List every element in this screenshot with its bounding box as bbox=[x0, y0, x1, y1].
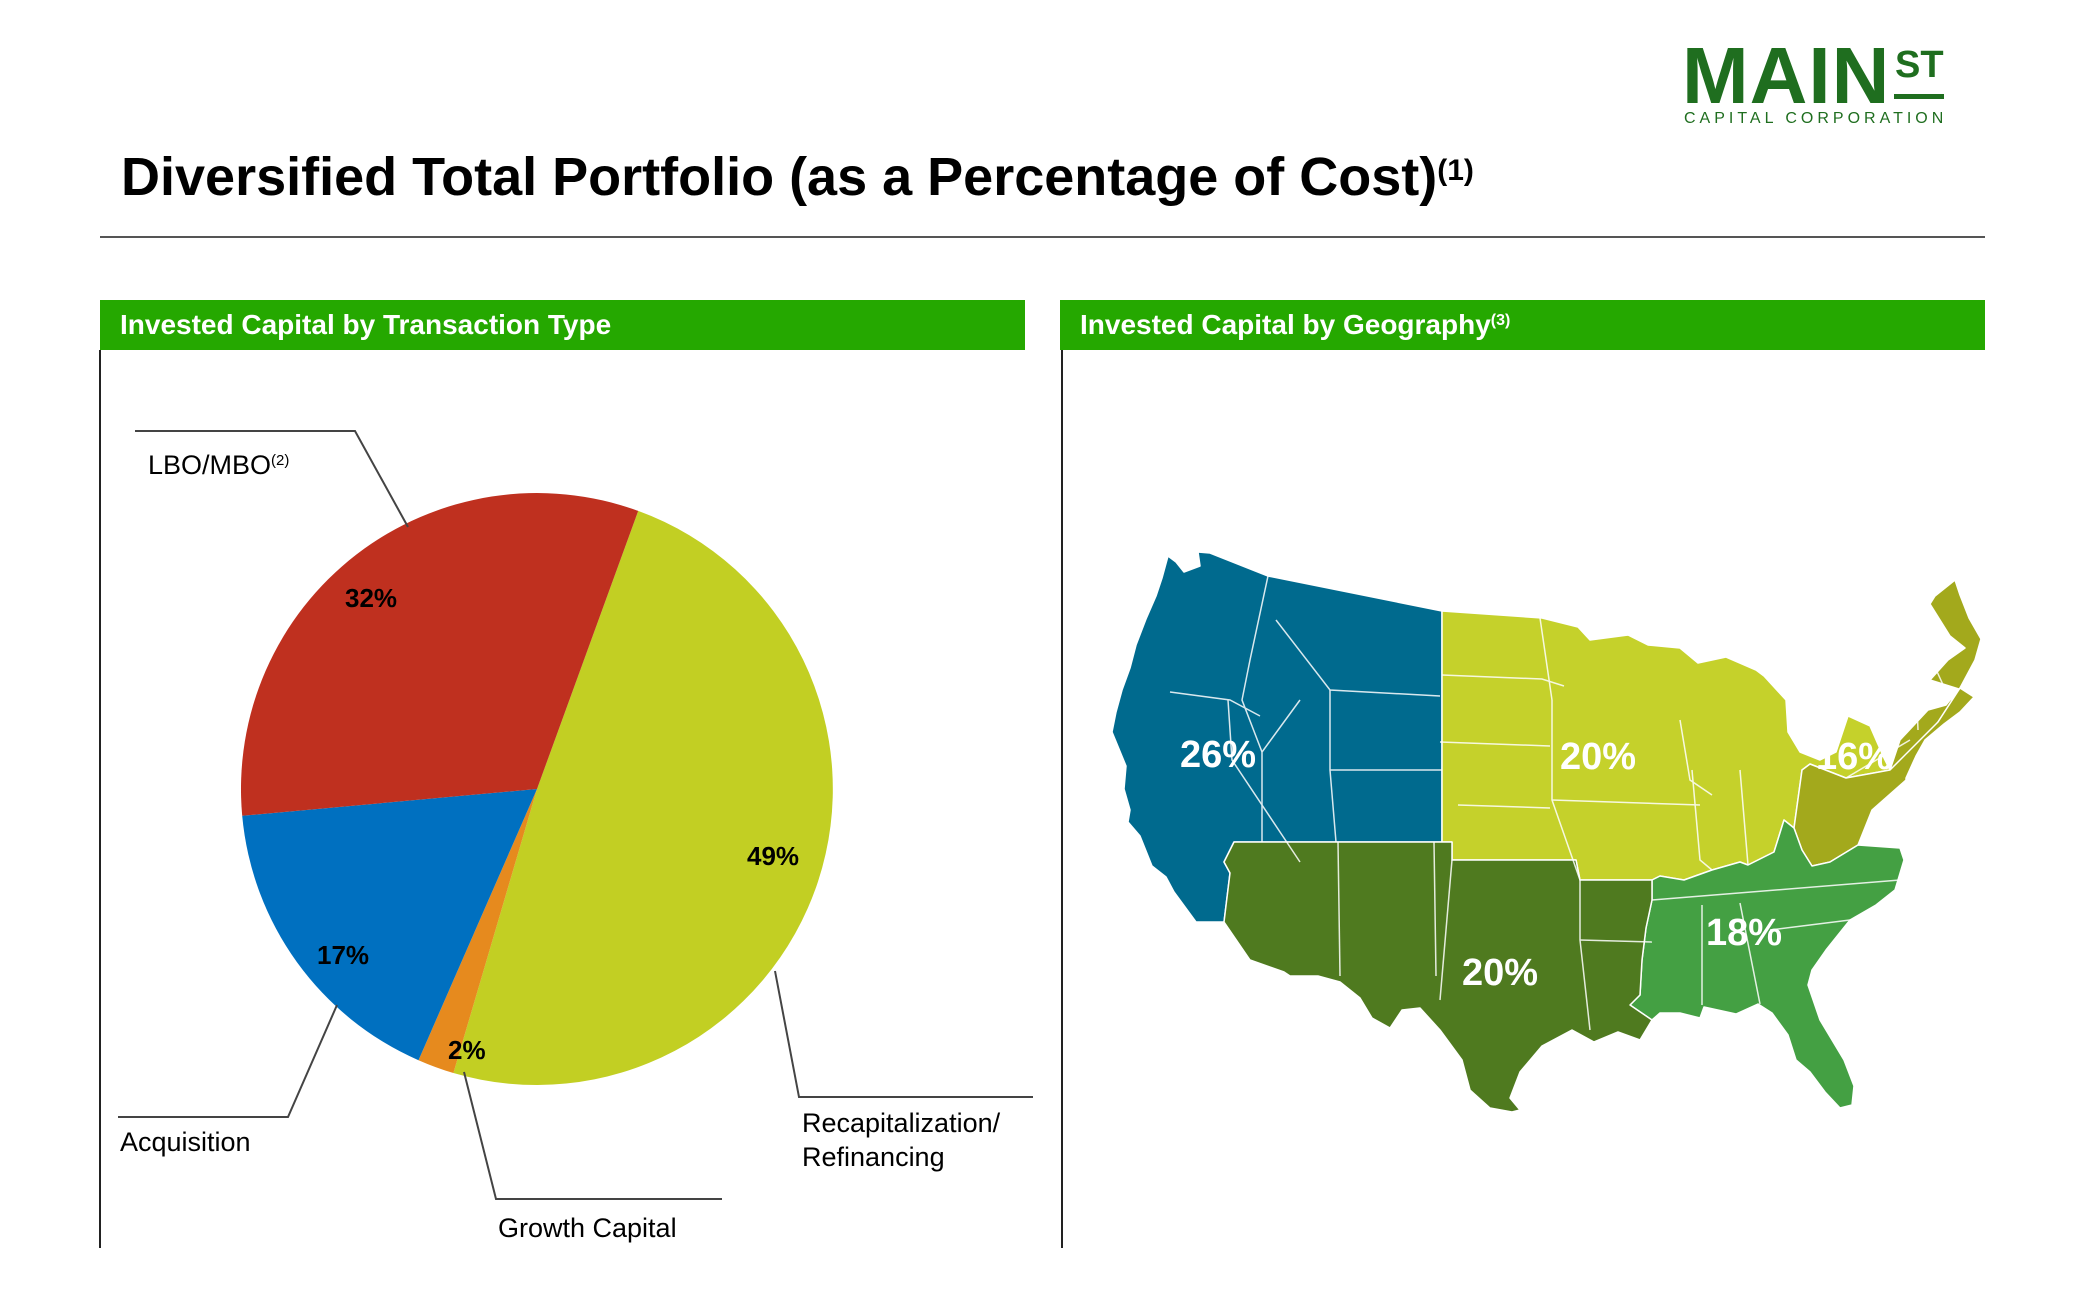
map-region-west bbox=[1111, 551, 1443, 923]
left-panel-border bbox=[99, 350, 101, 1248]
pie-slice-lbo-mbo bbox=[240, 493, 639, 816]
logo-main-text: MAIN bbox=[1682, 31, 1891, 120]
transaction-type-header-text: Invested Capital by Transaction Type bbox=[120, 309, 612, 340]
map-label-midwest: 20% bbox=[1560, 736, 1637, 778]
pie-slice-growth-capital bbox=[418, 789, 537, 1073]
title-divider bbox=[100, 236, 1985, 238]
map-region-northeast-lower bbox=[1793, 687, 1975, 867]
pie-slice-recapitalization-refinancing bbox=[453, 510, 833, 1086]
geography-header-text: Invested Capital by Geography bbox=[1080, 309, 1491, 340]
map-label-northeast: 16% bbox=[1816, 736, 1893, 778]
pie-category-growth: Growth Capital bbox=[498, 1213, 677, 1243]
map-label-southwest: 20% bbox=[1462, 952, 1539, 994]
pie-label-growth-pct: 2% bbox=[448, 1035, 486, 1065]
logo-st-text: ST bbox=[1895, 44, 1944, 86]
leader-line-acquisition bbox=[118, 1004, 338, 1118]
pie-category-lbo: LBO/MBO(2) bbox=[148, 448, 289, 482]
pie-label-acquisition-pct: 17% bbox=[317, 940, 370, 970]
map-label-southeast: 18% bbox=[1706, 912, 1783, 954]
leader-line-growth bbox=[463, 1071, 722, 1200]
pie-category-lbo-text: LBO/MBO bbox=[148, 450, 272, 480]
map-label-west: 26% bbox=[1180, 734, 1257, 776]
state-borders bbox=[1169, 575, 1951, 1031]
transaction-type-header: Invested Capital by Transaction Type bbox=[100, 300, 1025, 350]
page-title-text: Diversified Total Portfolio (as a Percen… bbox=[121, 147, 1438, 207]
pie-label-lbo-pct: 32% bbox=[345, 583, 398, 613]
pie-slice-acquisition bbox=[242, 789, 537, 1061]
leader-line-recap bbox=[774, 970, 1033, 1098]
page-title-footnote: (1) bbox=[1437, 154, 1474, 187]
logo-subtitle: CAPITAL CORPORATION bbox=[1684, 110, 1948, 127]
geography-header: Invested Capital by Geography(3) bbox=[1060, 300, 1985, 350]
pie-label-recap-pct: 49% bbox=[747, 841, 800, 871]
leader-line-lbo bbox=[135, 430, 409, 528]
right-panel-border bbox=[1061, 350, 1063, 1248]
pie-category-recap: Recapitalization/ Refinancing bbox=[802, 1106, 1000, 1174]
pie-category-lbo-footnote: (2) bbox=[271, 452, 290, 469]
logo-underline bbox=[1894, 94, 1944, 99]
map-region-northeast bbox=[1889, 579, 1982, 771]
pie-category-acquisition: Acquisition bbox=[120, 1127, 251, 1157]
geography-header-footnote: (3) bbox=[1490, 312, 1511, 329]
main-street-logo: MAIN ST CAPITAL CORPORATION bbox=[1640, 36, 1970, 136]
map-region-southeast bbox=[1629, 819, 1905, 1109]
pie-category-recap-line2: Refinancing bbox=[802, 1142, 945, 1172]
map-region-southwest bbox=[1223, 841, 1653, 1113]
pie-category-recap-line1: Recapitalization/ bbox=[802, 1108, 1001, 1138]
page-title: Diversified Total Portfolio (as a Percen… bbox=[121, 145, 1474, 209]
